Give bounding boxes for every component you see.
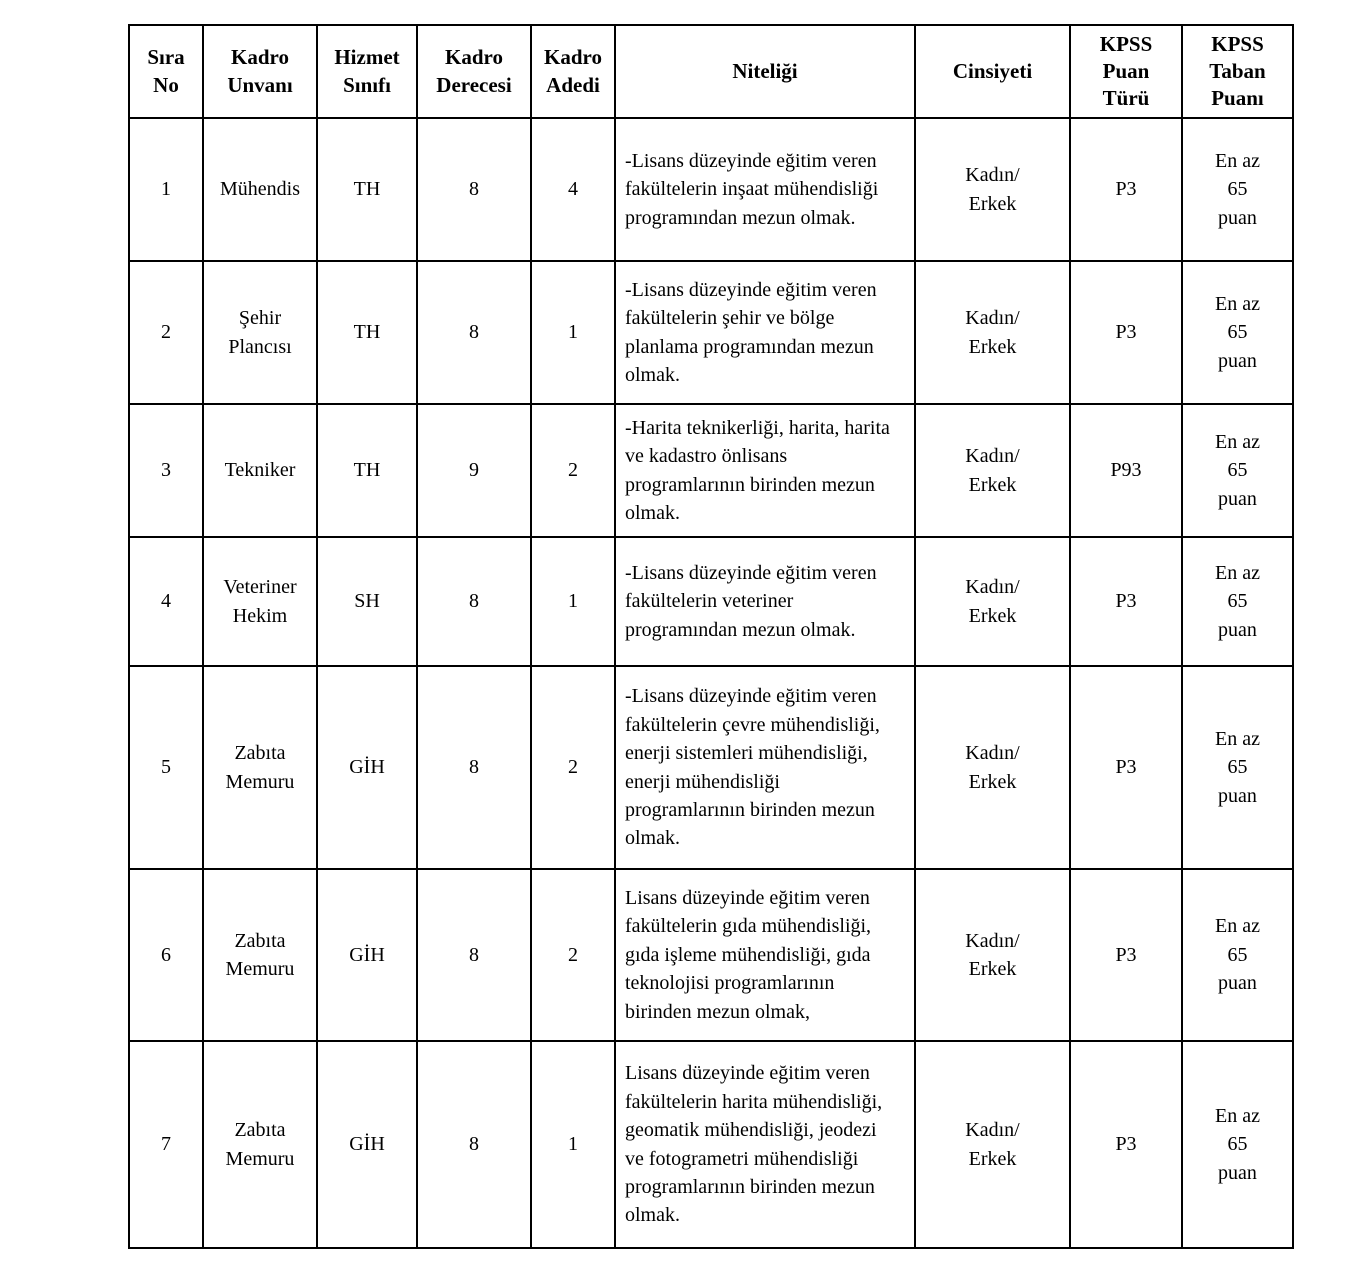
cell-cinsiyeti: Kadın/ Erkek bbox=[914, 665, 1071, 870]
cell-kadro-derecesi: 8 bbox=[416, 260, 532, 405]
cell-hizmet-sinifi: GİH bbox=[316, 665, 418, 870]
cell-kadro-unvani: Şehir Plancısı bbox=[202, 260, 318, 405]
cell-sira-no: 4 bbox=[128, 536, 204, 667]
table-row: 6 Zabıta Memuru GİH 8 2 Lisans düzeyinde… bbox=[128, 868, 1294, 1042]
cell-hizmet-sinifi: TH bbox=[316, 117, 418, 262]
header-niteligi: Niteliği bbox=[614, 24, 916, 119]
cell-sira-no: 6 bbox=[128, 868, 204, 1042]
cell-sira-no: 2 bbox=[128, 260, 204, 405]
cell-kpss-puan-turu: P3 bbox=[1069, 868, 1183, 1042]
cell-kadro-adedi: 2 bbox=[530, 403, 616, 538]
cell-sira-no: 5 bbox=[128, 665, 204, 870]
cell-kpss-puan-turu: P93 bbox=[1069, 403, 1183, 538]
header-kpss-taban-puani: KPSS Taban Puanı bbox=[1181, 24, 1294, 119]
cell-kadro-adedi: 1 bbox=[530, 536, 616, 667]
table-container: Sıra No Kadro Unvanı Hizmet Sınıfı Kadro… bbox=[128, 24, 1294, 1249]
cell-kadro-adedi: 4 bbox=[530, 117, 616, 262]
header-hizmet-sinifi: Hizmet Sınıfı bbox=[316, 24, 418, 119]
cell-kadro-adedi: 1 bbox=[530, 1040, 616, 1249]
cell-sira-no: 7 bbox=[128, 1040, 204, 1249]
cell-kpss-puan-turu: P3 bbox=[1069, 1040, 1183, 1249]
cell-niteligi: -Lisans düzeyinde eğitim veren fakültele… bbox=[614, 536, 916, 667]
cell-cinsiyeti: Kadın/ Erkek bbox=[914, 1040, 1071, 1249]
cell-kadro-unvani: Tekniker bbox=[202, 403, 318, 538]
cell-kpss-puan-turu: P3 bbox=[1069, 665, 1183, 870]
cell-cinsiyeti: Kadın/ Erkek bbox=[914, 403, 1071, 538]
cell-kpss-taban-puani: En az 65 puan bbox=[1181, 403, 1294, 538]
cell-sira-no: 1 bbox=[128, 117, 204, 262]
cell-kpss-taban-puani: En az 65 puan bbox=[1181, 665, 1294, 870]
cell-cinsiyeti: Kadın/ Erkek bbox=[914, 260, 1071, 405]
cell-kadro-derecesi: 8 bbox=[416, 665, 532, 870]
cell-niteligi: -Lisans düzeyinde eğitim veren fakültele… bbox=[614, 117, 916, 262]
cell-niteligi: -Lisans düzeyinde eğitim veren fakültele… bbox=[614, 260, 916, 405]
cell-kadro-adedi: 2 bbox=[530, 665, 616, 870]
header-cinsiyeti: Cinsiyeti bbox=[914, 24, 1071, 119]
cell-kadro-derecesi: 8 bbox=[416, 1040, 532, 1249]
cell-kadro-unvani: Veteriner Hekim bbox=[202, 536, 318, 667]
cell-kadro-unvani: Zabıta Memuru bbox=[202, 665, 318, 870]
cell-kpss-taban-puani: En az 65 puan bbox=[1181, 536, 1294, 667]
cell-niteligi: -Lisans düzeyinde eğitim veren fakültele… bbox=[614, 665, 916, 870]
header-kpss-puan-turu: KPSS Puan Türü bbox=[1069, 24, 1183, 119]
cell-hizmet-sinifi: GİH bbox=[316, 868, 418, 1042]
table-header-row: Sıra No Kadro Unvanı Hizmet Sınıfı Kadro… bbox=[128, 24, 1294, 119]
cell-kpss-puan-turu: P3 bbox=[1069, 536, 1183, 667]
cell-kpss-taban-puani: En az 65 puan bbox=[1181, 260, 1294, 405]
cell-cinsiyeti: Kadın/ Erkek bbox=[914, 868, 1071, 1042]
header-kadro-adedi: Kadro Adedi bbox=[530, 24, 616, 119]
cell-hizmet-sinifi: SH bbox=[316, 536, 418, 667]
table-row: 7 Zabıta Memuru GİH 8 1 Lisans düzeyinde… bbox=[128, 1040, 1294, 1249]
cell-kadro-derecesi: 8 bbox=[416, 117, 532, 262]
cell-kadro-adedi: 1 bbox=[530, 260, 616, 405]
cell-kadro-derecesi: 8 bbox=[416, 536, 532, 667]
header-kadro-derecesi: Kadro Derecesi bbox=[416, 24, 532, 119]
cell-sira-no: 3 bbox=[128, 403, 204, 538]
table-row: 4 Veteriner Hekim SH 8 1 -Lisans düzeyin… bbox=[128, 536, 1294, 667]
cell-cinsiyeti: Kadın/ Erkek bbox=[914, 536, 1071, 667]
cell-niteligi: Lisans düzeyinde eğitim veren fakülteler… bbox=[614, 1040, 916, 1249]
cell-niteligi: Lisans düzeyinde eğitim veren fakülteler… bbox=[614, 868, 916, 1042]
header-kadro-unvani: Kadro Unvanı bbox=[202, 24, 318, 119]
cell-kpss-puan-turu: P3 bbox=[1069, 117, 1183, 262]
cell-niteligi: -Harita teknikerliği, harita, harita ve … bbox=[614, 403, 916, 538]
cell-cinsiyeti: Kadın/ Erkek bbox=[914, 117, 1071, 262]
cell-kpss-taban-puani: En az 65 puan bbox=[1181, 1040, 1294, 1249]
cell-kadro-adedi: 2 bbox=[530, 868, 616, 1042]
cell-hizmet-sinifi: TH bbox=[316, 260, 418, 405]
table-row: 5 Zabıta Memuru GİH 8 2 -Lisans düzeyind… bbox=[128, 665, 1294, 870]
cell-kpss-puan-turu: P3 bbox=[1069, 260, 1183, 405]
recruitment-table: Sıra No Kadro Unvanı Hizmet Sınıfı Kadro… bbox=[128, 24, 1294, 1249]
cell-kadro-derecesi: 9 bbox=[416, 403, 532, 538]
cell-kadro-unvani: Zabıta Memuru bbox=[202, 868, 318, 1042]
cell-kadro-unvani: Mühendis bbox=[202, 117, 318, 262]
table-row: 2 Şehir Plancısı TH 8 1 -Lisans düzeyind… bbox=[128, 260, 1294, 405]
cell-kadro-unvani: Zabıta Memuru bbox=[202, 1040, 318, 1249]
header-sira-no: Sıra No bbox=[128, 24, 204, 119]
cell-kadro-derecesi: 8 bbox=[416, 868, 532, 1042]
cell-kpss-taban-puani: En az 65 puan bbox=[1181, 868, 1294, 1042]
cell-kpss-taban-puani: En az 65 puan bbox=[1181, 117, 1294, 262]
cell-hizmet-sinifi: TH bbox=[316, 403, 418, 538]
table-row: 3 Tekniker TH 9 2 -Harita teknikerliği, … bbox=[128, 403, 1294, 538]
table-row: 1 Mühendis TH 8 4 -Lisans düzeyinde eğit… bbox=[128, 117, 1294, 262]
cell-hizmet-sinifi: GİH bbox=[316, 1040, 418, 1249]
